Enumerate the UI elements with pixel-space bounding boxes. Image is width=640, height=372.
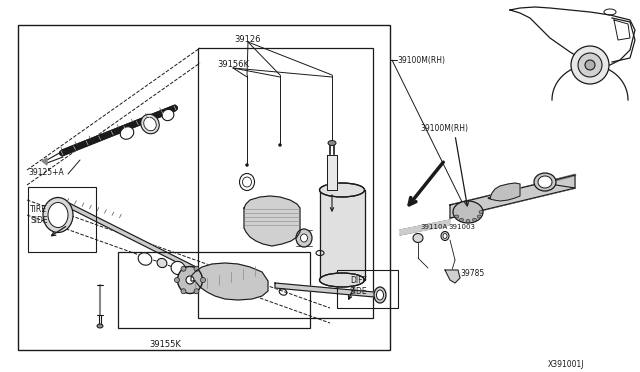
Text: 39100M(RH): 39100M(RH)	[420, 124, 468, 132]
Ellipse shape	[374, 287, 386, 303]
Ellipse shape	[181, 289, 186, 294]
Ellipse shape	[319, 183, 365, 197]
Ellipse shape	[43, 198, 73, 232]
Text: TIRE: TIRE	[30, 205, 47, 214]
Ellipse shape	[200, 278, 205, 282]
Text: 39100M(RH): 39100M(RH)	[397, 55, 445, 64]
Ellipse shape	[578, 53, 602, 77]
Ellipse shape	[141, 114, 159, 134]
Text: 39125+A: 39125+A	[28, 168, 64, 177]
Polygon shape	[244, 196, 300, 246]
Text: 39785: 39785	[460, 269, 484, 278]
Ellipse shape	[534, 173, 556, 191]
Ellipse shape	[144, 117, 156, 131]
Ellipse shape	[538, 176, 552, 188]
Ellipse shape	[413, 234, 423, 243]
Ellipse shape	[460, 218, 463, 221]
Bar	[118, 252, 310, 328]
Ellipse shape	[278, 144, 282, 147]
Ellipse shape	[177, 266, 202, 294]
Ellipse shape	[301, 234, 307, 242]
Text: SIDE: SIDE	[350, 287, 367, 296]
Ellipse shape	[243, 177, 252, 187]
Polygon shape	[275, 283, 385, 298]
Ellipse shape	[162, 109, 174, 121]
Ellipse shape	[479, 211, 483, 214]
Polygon shape	[450, 175, 575, 218]
Ellipse shape	[455, 215, 459, 218]
Polygon shape	[42, 158, 47, 165]
Polygon shape	[191, 263, 268, 300]
Ellipse shape	[585, 60, 595, 70]
Polygon shape	[327, 155, 337, 190]
Ellipse shape	[181, 266, 186, 271]
Text: 39110A: 39110A	[420, 224, 447, 230]
Text: DIFF: DIFF	[350, 276, 367, 285]
Ellipse shape	[472, 218, 477, 221]
Polygon shape	[488, 183, 520, 201]
Ellipse shape	[443, 234, 447, 238]
Bar	[28, 187, 96, 252]
Text: 39156K: 39156K	[217, 60, 249, 69]
Ellipse shape	[466, 219, 470, 222]
Text: 391003: 391003	[448, 224, 475, 230]
Polygon shape	[445, 270, 460, 283]
Ellipse shape	[48, 202, 68, 228]
Bar	[337, 270, 398, 308]
Text: 39126: 39126	[235, 35, 261, 44]
Ellipse shape	[175, 278, 179, 282]
Ellipse shape	[376, 290, 383, 300]
Ellipse shape	[256, 203, 284, 233]
Text: 39155K: 39155K	[149, 340, 181, 349]
Ellipse shape	[453, 201, 483, 223]
Polygon shape	[62, 105, 175, 156]
Text: SIDE: SIDE	[30, 216, 47, 225]
Ellipse shape	[239, 173, 255, 190]
Ellipse shape	[97, 324, 103, 328]
Ellipse shape	[186, 276, 194, 284]
Ellipse shape	[194, 289, 199, 294]
Ellipse shape	[171, 262, 185, 275]
Polygon shape	[320, 190, 365, 280]
Ellipse shape	[328, 141, 336, 145]
Ellipse shape	[571, 46, 609, 84]
Ellipse shape	[259, 206, 281, 230]
Polygon shape	[400, 220, 450, 235]
Ellipse shape	[194, 266, 199, 271]
Ellipse shape	[296, 229, 312, 247]
Ellipse shape	[157, 259, 167, 267]
Bar	[18, 25, 390, 350]
Ellipse shape	[138, 253, 152, 265]
Polygon shape	[67, 202, 218, 283]
Ellipse shape	[477, 215, 481, 218]
Bar	[198, 48, 373, 318]
Text: X391001J: X391001J	[548, 360, 584, 369]
Ellipse shape	[120, 127, 134, 139]
Ellipse shape	[319, 273, 365, 287]
Ellipse shape	[246, 164, 248, 167]
Ellipse shape	[441, 231, 449, 241]
